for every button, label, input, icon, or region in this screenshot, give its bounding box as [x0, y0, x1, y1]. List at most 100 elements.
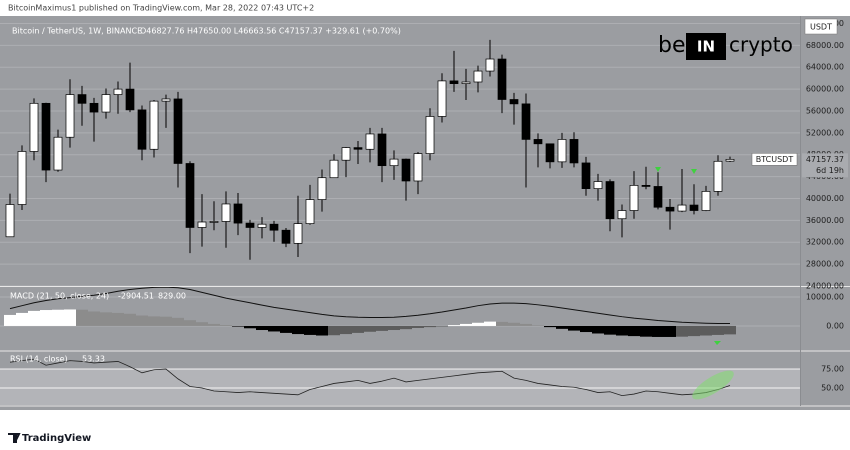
published-note: BitcoinMaximus1 published on TradingView… [8, 4, 314, 13]
candle-body [629, 185, 639, 211]
countdown-label: 6d 19h [816, 166, 844, 175]
candle-body [569, 139, 579, 164]
candle-body [77, 94, 87, 104]
candle-body [29, 102, 39, 152]
macd-histogram-bar [604, 325, 616, 335]
candle-body [653, 186, 663, 208]
macd-histogram-bar [16, 312, 28, 326]
y-tick-label: 56000.00 [806, 106, 844, 115]
logo-box [686, 33, 726, 60]
y-tick-label: 36000.00 [806, 216, 844, 225]
y-tick-label: 28000.00 [806, 260, 844, 269]
last-price-label: 47157.37 [806, 155, 844, 164]
candle-body [509, 99, 519, 105]
candle-body [533, 139, 543, 145]
macd-histogram-bar [712, 325, 724, 335]
macd-line [9, 286, 731, 325]
candle-body [485, 58, 495, 72]
macd-histogram-bar [256, 325, 268, 331]
candle-body [269, 223, 279, 231]
macd-histogram-bar [376, 325, 388, 331]
candle-body [233, 203, 243, 224]
candle-body [437, 80, 447, 117]
symbol-tag: BTCUSDT [756, 155, 794, 164]
candle-body [293, 223, 303, 244]
candle-body [497, 58, 507, 100]
currency-label[interactable]: USDT [810, 23, 832, 32]
y-tick-label: 60000.00 [806, 85, 844, 94]
macd-histogram-bar [616, 325, 628, 336]
macd-histogram-bar [436, 325, 448, 327]
macd-histogram-bar [364, 325, 376, 332]
macd-histogram-bar [592, 325, 604, 334]
candle-body [689, 204, 699, 211]
macd-histogram-bar [328, 325, 340, 336]
macd-histogram-bar [268, 325, 280, 332]
macd-histogram-bar [160, 316, 172, 326]
label-layer: BTCUSDT 47157.37 6d 19h [751, 153, 848, 178]
candle-body [173, 98, 183, 164]
y-tick-label: 68000.00 [806, 41, 844, 50]
macd-histogram-bar [532, 325, 544, 326]
macd-histogram-bar [340, 325, 352, 335]
candle-body [317, 177, 327, 200]
candle-body [257, 223, 267, 228]
macd-histogram-bar [100, 312, 112, 326]
candle-body [665, 206, 675, 212]
macd-histogram-bar [4, 314, 16, 326]
candle-body [89, 102, 99, 113]
macd-value: 829.00 [158, 292, 186, 301]
macd-value: -2904.51 [118, 292, 154, 301]
macd-histogram-bar [652, 325, 664, 337]
candle-body [461, 81, 471, 84]
macd-histogram-bar [580, 325, 592, 333]
candle-body [17, 151, 27, 205]
macd-histogram-bar [172, 317, 184, 326]
macd-histogram-bar [52, 309, 64, 326]
y-tick-label: 50.00 [821, 383, 844, 392]
macd-histogram-bar [40, 310, 52, 326]
macd-histogram-bar [316, 325, 328, 336]
rsi-title: RSI (14, close) [10, 355, 68, 364]
y-tick-label: 10000.00 [806, 292, 844, 301]
brand-icon [8, 433, 21, 443]
candle-body [449, 80, 459, 84]
macd-title: MACD (21, 50, close, 24) [10, 292, 109, 301]
signal-arrow [691, 169, 697, 174]
macd-histogram-bar [688, 325, 700, 337]
macd-histogram-bar [640, 325, 652, 337]
macd-histogram-bar [184, 320, 196, 326]
candle-body [65, 94, 75, 138]
candle-body [521, 103, 531, 140]
candle-body [5, 204, 15, 238]
macd-histogram-bar [280, 325, 292, 333]
ohlc-legend: O46827.76 H47650.00 L46663.56 C47157.37 … [140, 27, 401, 36]
macd-histogram-bar [220, 325, 232, 326]
candle-body [53, 136, 63, 171]
macd-histogram-bar [496, 321, 508, 326]
macd-histogram-bar [544, 325, 556, 328]
candle-body [41, 102, 51, 171]
macd-histogram-bar [232, 325, 244, 327]
macd-histogram-bar [352, 325, 364, 333]
macd-histogram-bar [388, 325, 400, 331]
candle-body [365, 133, 375, 150]
candle-body [401, 158, 411, 182]
candle-body [617, 210, 627, 220]
macd-histogram-bar [472, 322, 484, 326]
macd-histogram-bar [88, 311, 100, 326]
currency-box[interactable] [804, 18, 838, 35]
signal-arrow [655, 167, 661, 172]
marks-layer [4, 39, 736, 396]
macd-histogram-bar [568, 325, 580, 331]
macd-histogram-bar [196, 322, 208, 326]
symbol-tag-box [751, 153, 798, 166]
candle-body [473, 70, 483, 83]
candle-body [605, 181, 615, 220]
macd-histogram-bar [244, 325, 256, 329]
candle-body [125, 88, 135, 111]
macd-histogram-bar [664, 325, 676, 337]
macd-histogram-bar [292, 325, 304, 335]
candle-body [281, 229, 291, 244]
